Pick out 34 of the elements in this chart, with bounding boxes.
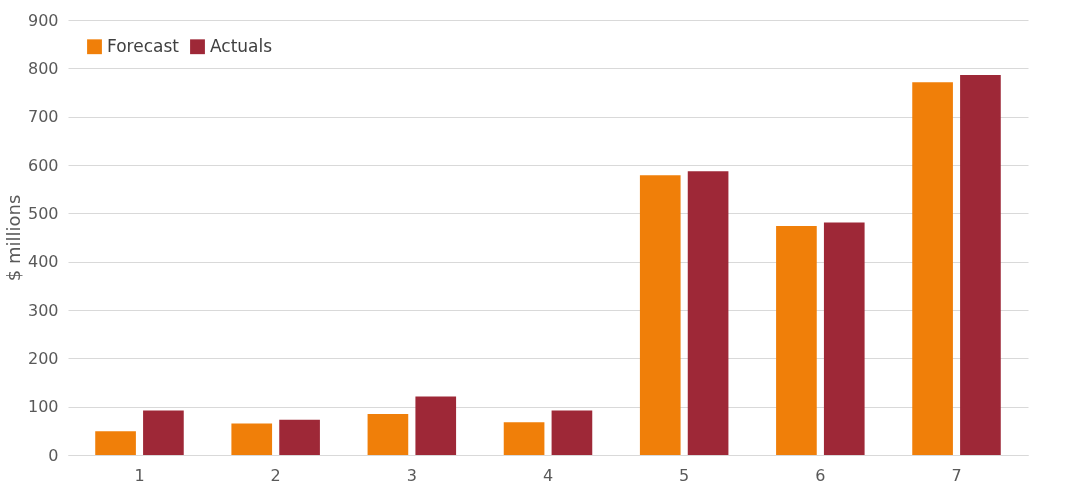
bar — [776, 225, 817, 455]
x-tick-label: 1 — [134, 465, 145, 485]
legend-label: Forecast — [107, 35, 180, 56]
bar — [503, 422, 545, 455]
x-tick-label: 3 — [406, 465, 417, 485]
x-tick-label: 5 — [679, 465, 690, 485]
bar — [823, 222, 865, 455]
y-tick-label: 500 — [27, 203, 59, 223]
bar — [551, 410, 593, 455]
bar — [415, 396, 457, 455]
legend-label: Actuals — [210, 35, 273, 56]
bar — [960, 75, 1001, 455]
bar — [279, 419, 320, 455]
x-tick-label: 4 — [542, 465, 554, 485]
y-tick-label: 700 — [27, 107, 59, 127]
bar — [367, 413, 409, 455]
bar — [912, 82, 953, 455]
y-tick-label: 300 — [27, 300, 59, 320]
y-tick-label: 200 — [27, 348, 59, 368]
y-tick-label: 800 — [27, 58, 59, 78]
y-tick-label: 100 — [27, 397, 59, 417]
bar — [231, 423, 273, 455]
x-tick-label: 2 — [270, 465, 281, 485]
bar — [143, 410, 184, 455]
bar — [687, 171, 729, 455]
x-tick-label: 6 — [815, 465, 826, 485]
y-tick-label: 600 — [27, 155, 59, 175]
y-axis-title: $ millions — [2, 194, 24, 282]
x-tick-label: 7 — [951, 465, 962, 485]
y-tick-label: 900 — [27, 10, 59, 30]
bar — [95, 431, 136, 455]
y-tick-label: 0 — [48, 445, 59, 465]
bar — [639, 175, 681, 455]
y-tick-label: 400 — [27, 252, 59, 272]
